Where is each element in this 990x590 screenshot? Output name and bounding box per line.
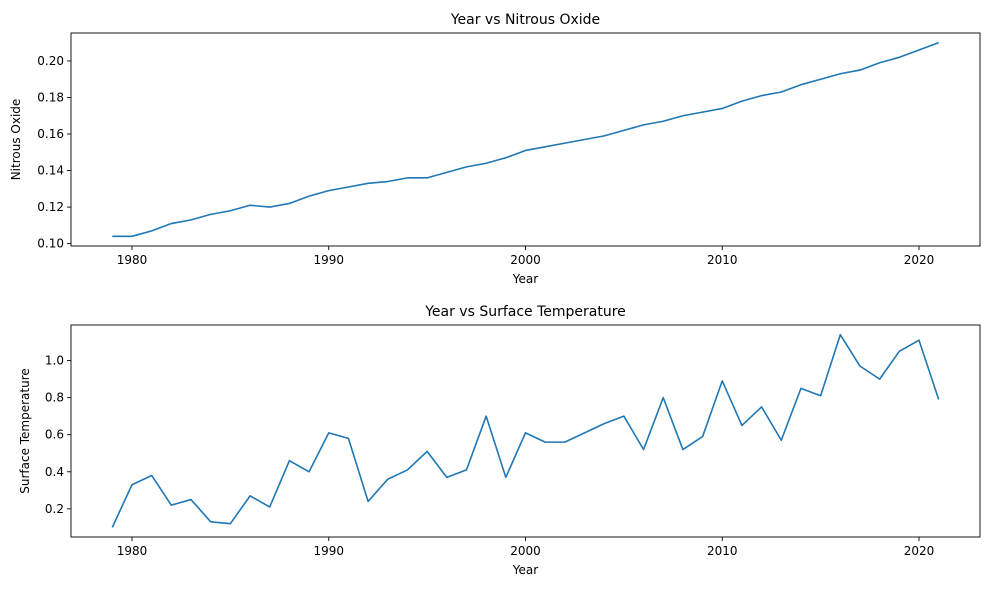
y-tick-label: 0.18 <box>37 90 64 104</box>
chart-title: Year vs Surface Temperature <box>424 304 626 320</box>
x-tick-label: 2000 <box>510 544 541 558</box>
y-tick-label: 0.6 <box>45 428 64 442</box>
y-axis-label: Nitrous Oxide <box>9 99 23 181</box>
chart-panel-surface-temperature: 1980 1990 2000 2010 2020 0.2 0.4 0.6 0.8 1.0 Year … <box>18 304 981 577</box>
y-tick-label: 0.4 <box>45 465 64 479</box>
y-tick-label: 0.10 <box>37 237 64 251</box>
series-line <box>112 41 939 238</box>
x-tick-label: 1980 <box>117 253 148 267</box>
x-axis-label: Year <box>512 563 538 577</box>
series-line <box>111 333 940 528</box>
x-tick-label: 1980 <box>117 544 148 558</box>
x-tick-label: 2020 <box>904 544 935 558</box>
y-axis-label: Surface Temperature <box>18 368 32 494</box>
y-tick-label: 0.14 <box>37 164 64 178</box>
y-tick-label: 0.20 <box>37 54 64 68</box>
x-tick-label: 1990 <box>313 253 344 267</box>
x-tick-label: 2000 <box>510 253 541 267</box>
y-tick-label: 0.16 <box>37 127 64 141</box>
chart-panel-nitrous-oxide: 1980 1990 2000 2010 2020 0.10 0.12 0.14 0.16 0.18… <box>9 12 981 286</box>
chart-title: Year vs Nitrous Oxide <box>450 12 600 28</box>
x-tick-label: 2010 <box>707 544 738 558</box>
y-tick-label: 0.2 <box>45 502 64 516</box>
x-tick-label: 2010 <box>707 253 738 267</box>
x-tick-label: 1990 <box>313 544 344 558</box>
y-tick-label: 0.8 <box>45 391 64 405</box>
x-tick-label: 2020 <box>904 253 935 267</box>
x-axis-label: Year <box>512 272 538 286</box>
y-tick-label: 1.0 <box>45 354 64 368</box>
y-tick-label: 0.12 <box>37 200 64 214</box>
